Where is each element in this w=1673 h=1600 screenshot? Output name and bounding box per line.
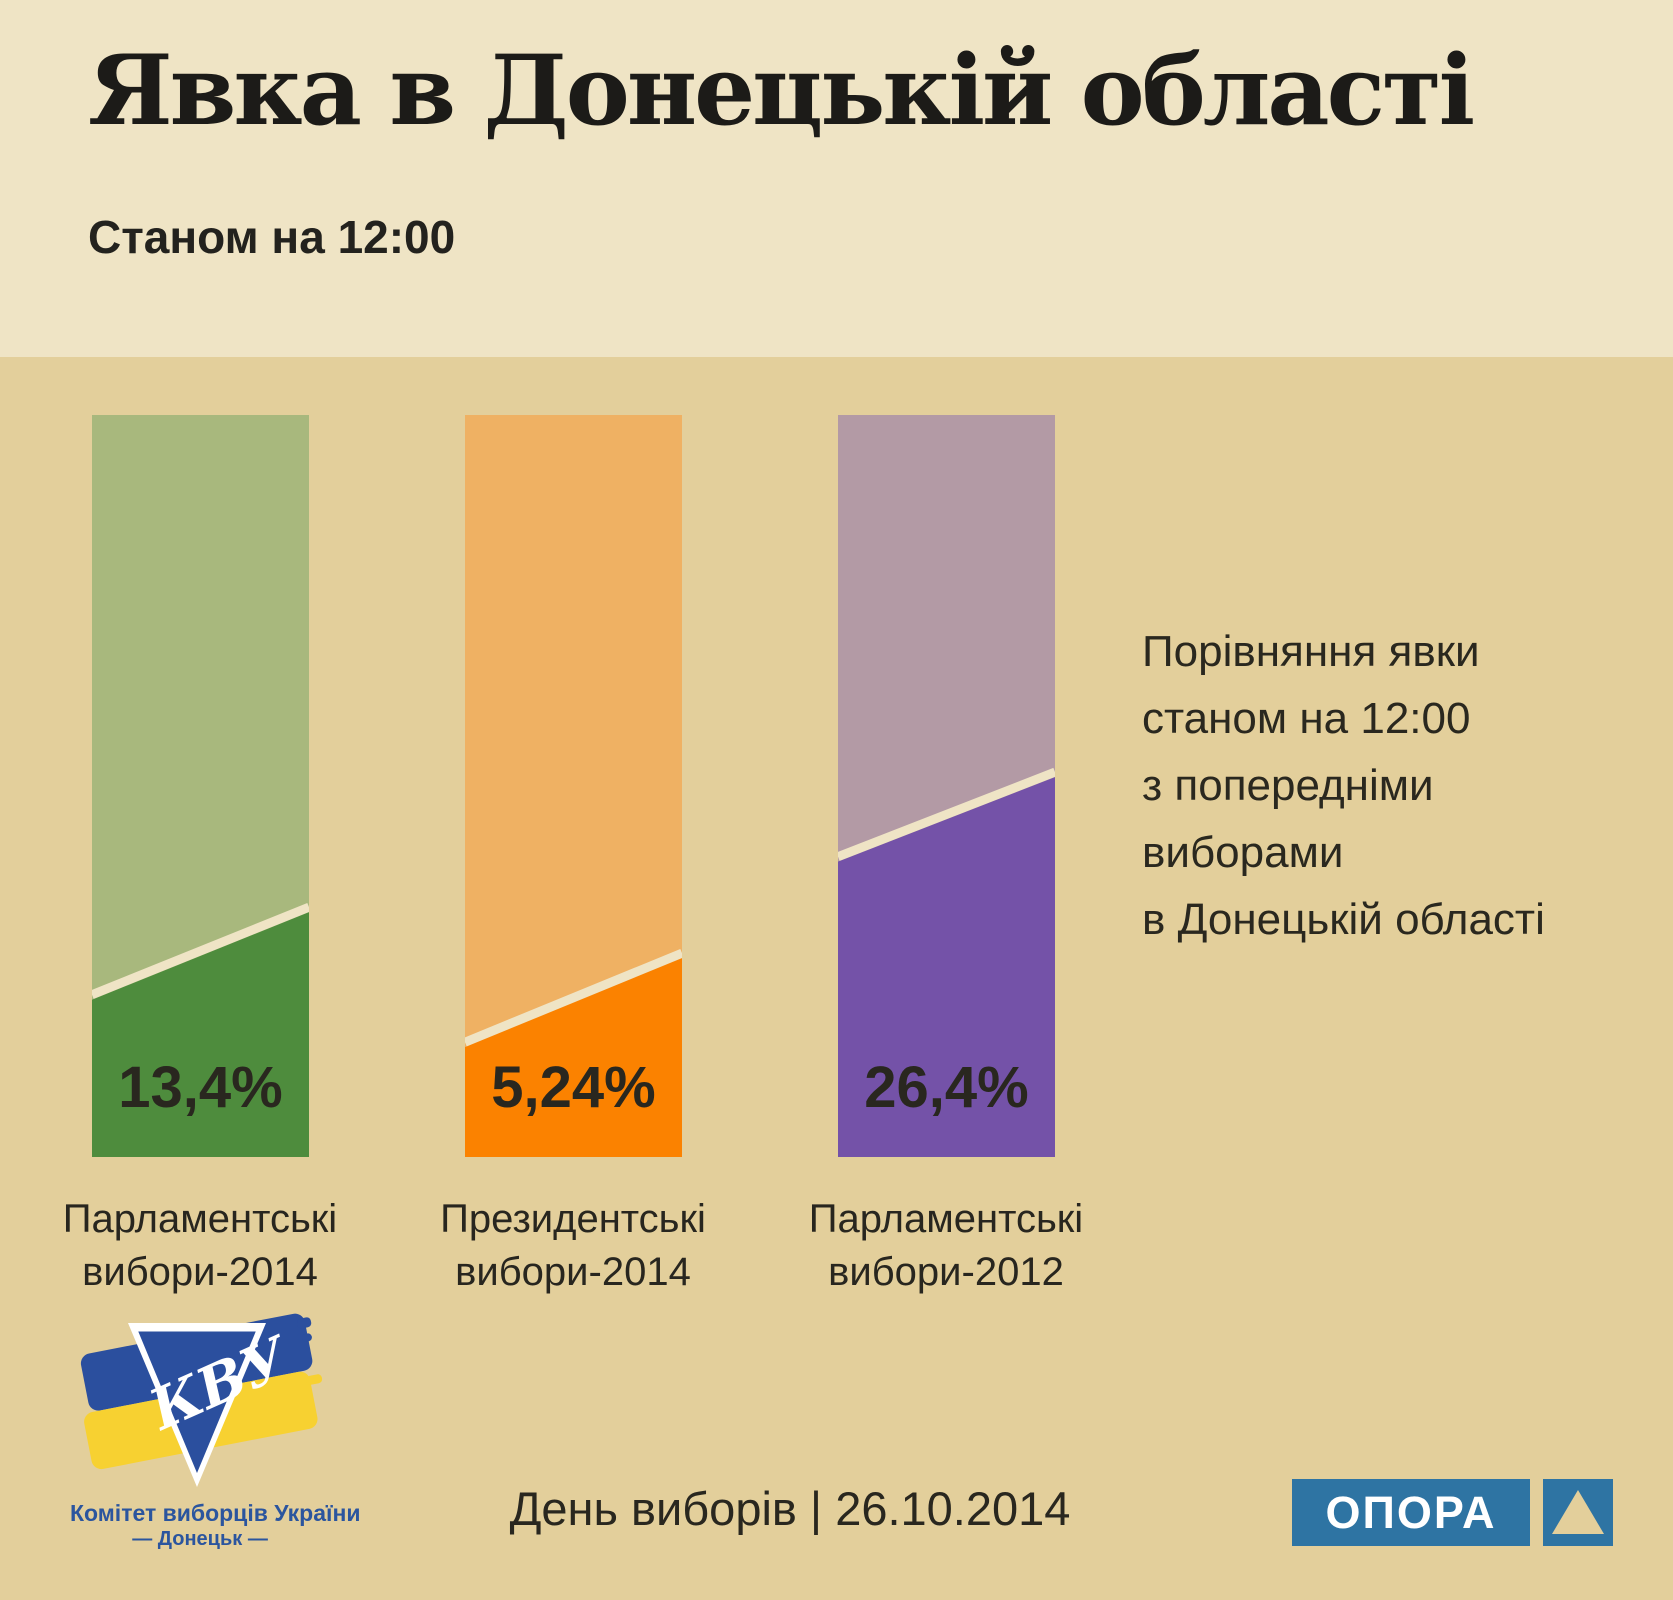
annotation-text: Порівняння явки станом на 12:00 з попере… bbox=[1142, 627, 1545, 944]
bar-category-label: Президентські вибори-2014 bbox=[440, 1197, 706, 1294]
bar-cut-divider bbox=[838, 767, 1055, 861]
page-title: Явка в Донецькій області bbox=[88, 34, 1475, 147]
footer-text: День виборів | 26.10.2014 bbox=[509, 1482, 1071, 1535]
bar-category-label: Парламентські вибори-2014 bbox=[62, 1197, 338, 1294]
kvu-caption-city: — Донецьк — bbox=[132, 1528, 268, 1550]
bar-group: 13,4% Парламентські вибори-2014 bbox=[63, 415, 337, 1365]
bar-value-label: 5,24% bbox=[491, 1055, 656, 1120]
bar-dark-region bbox=[838, 777, 1055, 1157]
header: Явка в Донецькій області Станом на 12:00 bbox=[0, 0, 1673, 357]
bar-shape bbox=[838, 415, 1055, 1157]
opora-wordmark: ОПОРА bbox=[1292, 1479, 1530, 1546]
bar-value-label: 26,4% bbox=[864, 1055, 1029, 1120]
opora-triangle-icon bbox=[1543, 1479, 1613, 1546]
bar-dark-region bbox=[465, 958, 682, 1157]
kvu-logo: КВУ Комітет виборців України — Донецьк — bbox=[70, 1295, 361, 1585]
bar-value-label: 13,4% bbox=[118, 1055, 283, 1120]
bar-dark-region bbox=[92, 912, 309, 1157]
bar-cut-divider bbox=[92, 902, 309, 999]
bars: 13,4% Парламентські вибори-2014 5,24% Презид… bbox=[63, 415, 1092, 1365]
page-subtitle: Станом на 12:00 bbox=[88, 211, 456, 263]
kvu-logo-icon: КВУ bbox=[80, 1313, 323, 1487]
bar-group: 26,4% Парламентські вибори-2012 bbox=[809, 415, 1083, 1365]
bar-shape bbox=[465, 415, 682, 1157]
bar-shape bbox=[92, 415, 309, 1157]
bar-group: 5,24% Президентські вибори-2014 bbox=[440, 415, 706, 1365]
opora-logo: ОПОРА bbox=[1292, 1479, 1613, 1546]
bar-category-label: Парламентські вибори-2012 bbox=[808, 1197, 1084, 1294]
bar-cut-divider bbox=[465, 948, 682, 1047]
kvu-caption: Комітет виборців України bbox=[70, 1500, 361, 1526]
